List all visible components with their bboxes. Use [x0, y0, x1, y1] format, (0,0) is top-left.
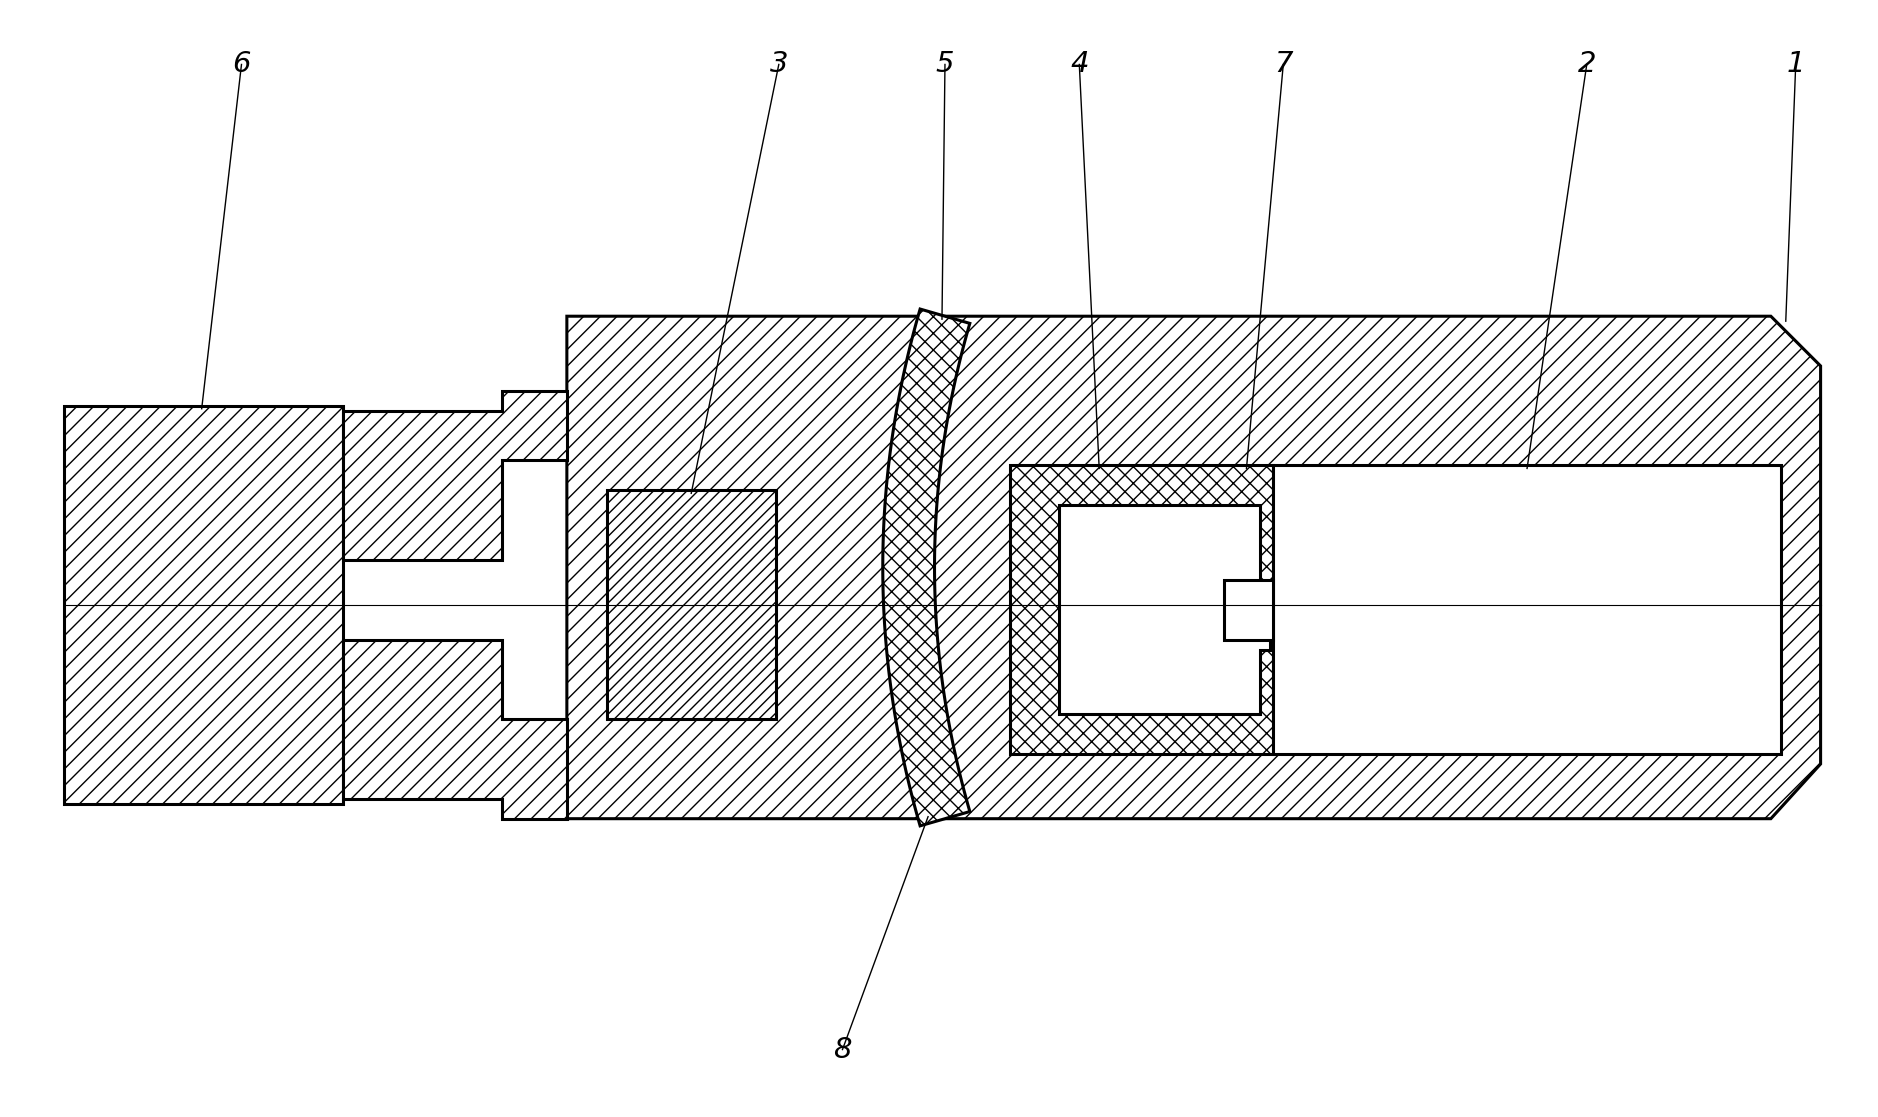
Text: 6: 6: [233, 50, 252, 78]
Text: 2: 2: [1578, 50, 1596, 78]
Text: 5: 5: [935, 50, 954, 78]
Polygon shape: [883, 309, 969, 825]
Polygon shape: [64, 405, 344, 804]
Polygon shape: [567, 316, 1820, 819]
Bar: [1273, 466, 1780, 754]
Bar: [1010, 466, 1273, 754]
Text: 7: 7: [1273, 50, 1292, 78]
Polygon shape: [344, 640, 567, 819]
Polygon shape: [344, 391, 567, 560]
Polygon shape: [1224, 580, 1273, 640]
Text: 3: 3: [770, 50, 789, 78]
Text: 4: 4: [1070, 50, 1089, 78]
Text: 8: 8: [834, 1035, 853, 1063]
Polygon shape: [1059, 505, 1270, 714]
Bar: [607, 490, 776, 719]
Text: 1: 1: [1786, 50, 1805, 78]
